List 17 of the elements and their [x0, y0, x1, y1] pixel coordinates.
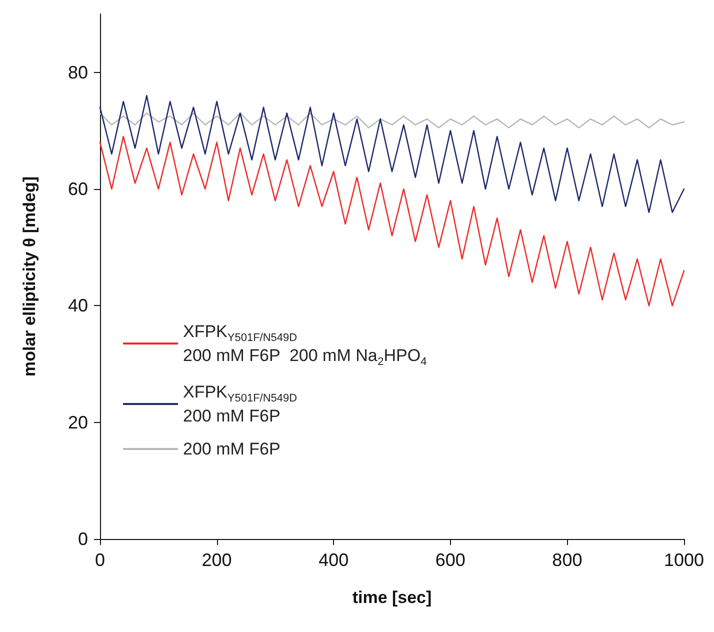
x-tick-label: 600: [435, 550, 466, 570]
y-tick-label: 40: [68, 296, 88, 316]
y-tick-label: 20: [68, 412, 88, 432]
line-series: [99, 112, 685, 128]
line-series: [99, 95, 685, 213]
y-tick-label: 60: [68, 179, 88, 199]
legend-label: 200 mM F6P: [183, 440, 280, 458]
y-axis-title: molar ellipticity θ [mdeg]: [20, 176, 39, 376]
y-tick-label: 0: [78, 529, 88, 549]
x-axis-title: time [sec]: [352, 588, 432, 607]
x-tick-label: 0: [94, 550, 106, 570]
line-series: [99, 136, 685, 306]
y-tick-label: 80: [68, 62, 88, 82]
x-tick-label: 800: [552, 550, 582, 570]
x-tick-label: 200: [202, 550, 232, 570]
x-tick-label: 400: [318, 550, 349, 570]
x-tick-label: 1000: [664, 550, 704, 570]
